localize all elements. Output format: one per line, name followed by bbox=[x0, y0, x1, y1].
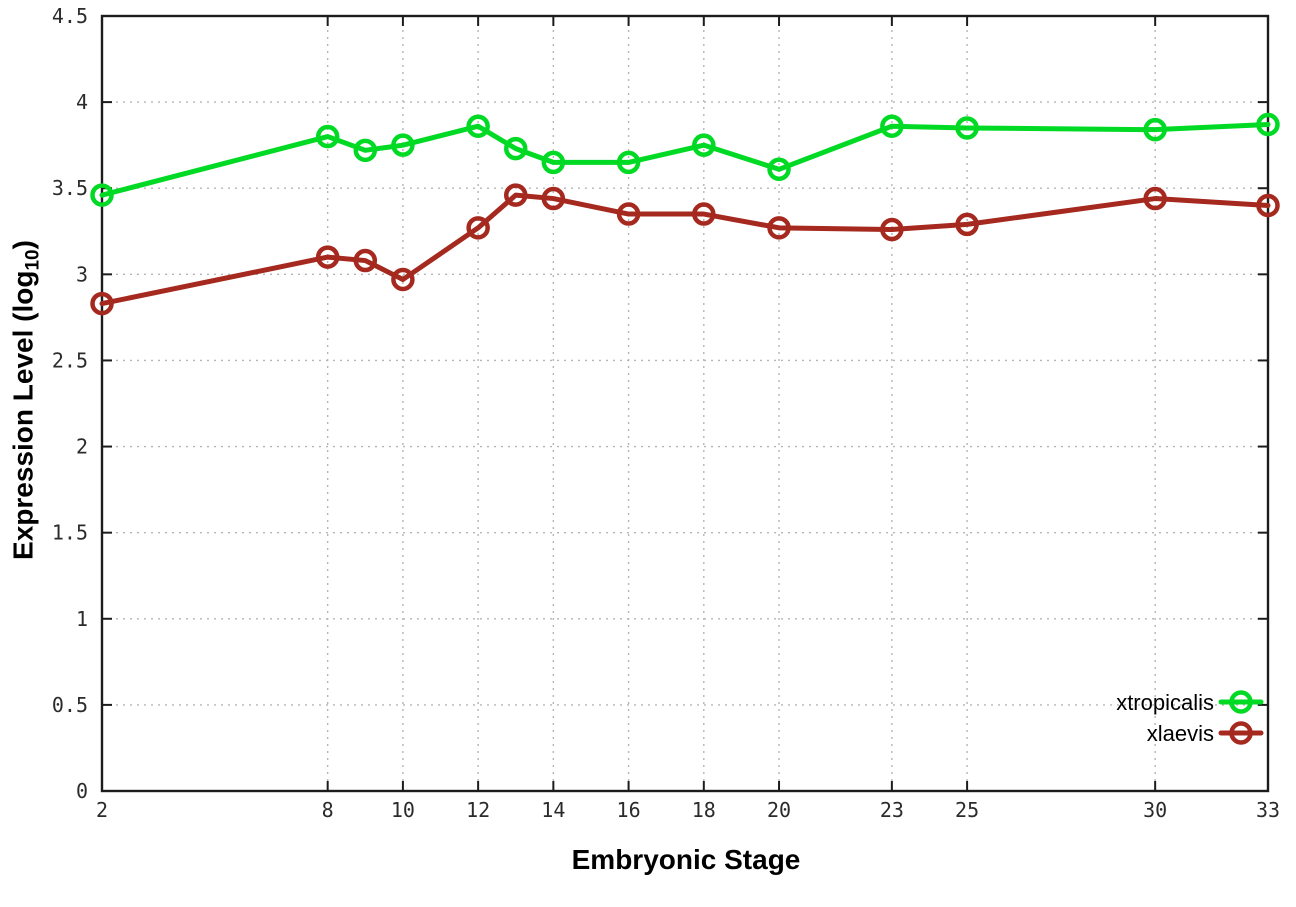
data-point-xtropicalis-23 bbox=[880, 114, 904, 138]
data-point-xlaevis-10 bbox=[391, 267, 415, 292]
data-point-xlaevis-30 bbox=[1143, 186, 1167, 211]
x-tick-label-20: 20 bbox=[767, 798, 791, 822]
x-tick-label-12: 12 bbox=[466, 798, 490, 822]
legend-label-xlaevis: xlaevis bbox=[1147, 721, 1214, 746]
y-tick-label-2: 2 bbox=[76, 435, 88, 459]
data-point-xlaevis-16 bbox=[616, 202, 641, 226]
y-tick-label-4: 4 bbox=[76, 90, 88, 114]
x-axis-title-text: Embryonic Stage bbox=[571, 844, 801, 875]
x-tick-label-25: 25 bbox=[955, 798, 979, 822]
y-tick-label-0.5: 0.5 bbox=[52, 693, 88, 717]
data-point-xtropicalis-8 bbox=[315, 124, 340, 149]
y-axis-title-post: ) bbox=[7, 240, 39, 250]
data-point-xlaevis-23 bbox=[880, 217, 904, 242]
data-point-xlaevis-20 bbox=[767, 216, 791, 240]
x-tick-label-16: 16 bbox=[617, 798, 641, 822]
data-point-xtropicalis-20 bbox=[767, 157, 791, 182]
data-point-xtropicalis-14 bbox=[541, 150, 566, 175]
x-tick-label-14: 14 bbox=[541, 798, 565, 822]
legend-label-xtropicalis: xtropicalis bbox=[1116, 690, 1214, 715]
data-point-xtropicalis-25 bbox=[955, 116, 979, 140]
y-axis-title: Expression Level (log10) bbox=[8, 240, 45, 560]
series-line-xtropicalis bbox=[99, 122, 1271, 198]
x-tick-label-2: 2 bbox=[96, 798, 108, 822]
y-tick-label-1.5: 1.5 bbox=[52, 521, 88, 545]
legend-marker-circle-xlaevis bbox=[1229, 721, 1253, 745]
y-tick-label-0: 0 bbox=[76, 779, 88, 803]
y-tick-label-2.5: 2.5 bbox=[52, 348, 88, 372]
data-point-xtropicalis-13 bbox=[503, 136, 528, 161]
data-point-xlaevis-2 bbox=[90, 291, 114, 316]
data-point-xtropicalis-10 bbox=[391, 133, 415, 157]
series-line-xlaevis bbox=[99, 192, 1271, 307]
y-axis-title-pre: Expression Level (log bbox=[7, 270, 39, 560]
legend-marker-circle-xtropicalis bbox=[1229, 690, 1253, 714]
data-point-xlaevis-14 bbox=[541, 186, 566, 211]
x-axis-title: Embryonic Stage bbox=[572, 844, 801, 876]
x-tick-label-30: 30 bbox=[1143, 798, 1167, 822]
data-point-xlaevis-33 bbox=[1256, 193, 1280, 218]
x-tick-label-10: 10 bbox=[391, 798, 415, 822]
data-point-xlaevis-18 bbox=[692, 202, 716, 226]
data-point-xtropicalis-16 bbox=[616, 150, 641, 175]
data-point-xlaevis-12 bbox=[466, 216, 490, 240]
data-point-xtropicalis-30 bbox=[1143, 117, 1167, 142]
data-point-xlaevis-9 bbox=[353, 248, 378, 273]
data-point-xlaevis-13 bbox=[503, 183, 528, 207]
x-tick-label-33: 33 bbox=[1256, 798, 1280, 822]
data-point-xtropicalis-2 bbox=[90, 183, 114, 207]
data-point-xtropicalis-18 bbox=[692, 133, 716, 157]
y-axis-title-sub: 10 bbox=[22, 249, 44, 271]
x-tick-label-23: 23 bbox=[880, 798, 904, 822]
plot-border bbox=[100, 14, 1270, 793]
x-tick-label-18: 18 bbox=[692, 798, 716, 822]
data-point-xlaevis-8 bbox=[315, 245, 340, 269]
y-tick-label-1: 1 bbox=[76, 607, 88, 631]
y-tick-label-3: 3 bbox=[76, 262, 88, 286]
data-point-xtropicalis-33 bbox=[1256, 112, 1280, 137]
data-point-xtropicalis-9 bbox=[353, 138, 378, 163]
data-point-xtropicalis-12 bbox=[466, 114, 490, 138]
x-tick-label-8: 8 bbox=[322, 798, 334, 822]
y-tick-label-4.5: 4.5 bbox=[52, 4, 88, 28]
data-point-xlaevis-25 bbox=[955, 212, 979, 237]
y-tick-label-3.5: 3.5 bbox=[52, 176, 88, 200]
